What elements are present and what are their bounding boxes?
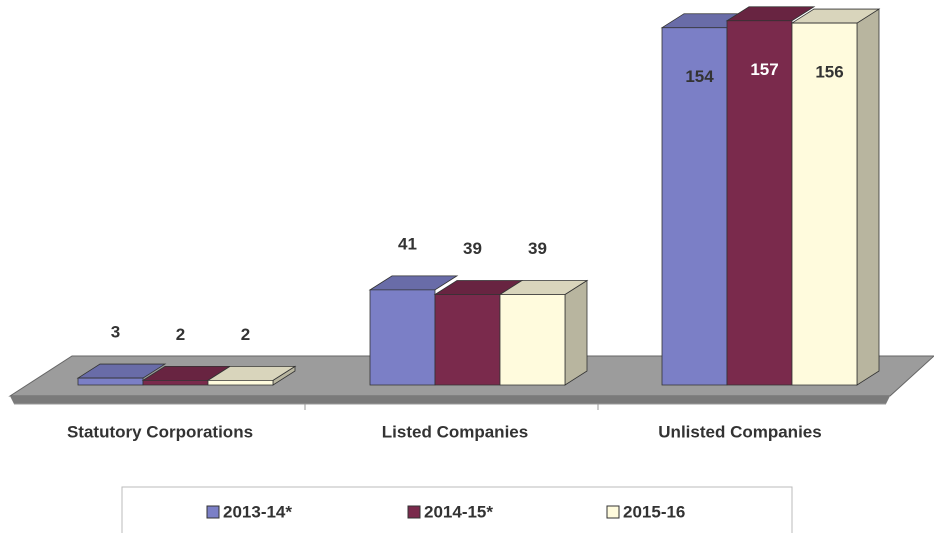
bar	[206, 365, 297, 386]
data-label: 39	[463, 239, 482, 258]
bar-front	[369, 289, 436, 386]
x-tick-label: Unlisted Companies	[658, 422, 821, 441]
legend	[121, 486, 793, 533]
bar	[725, 6, 816, 386]
bar-front	[142, 379, 209, 386]
bar-front	[77, 377, 144, 386]
data-label: 3	[111, 323, 120, 342]
bar-front	[791, 22, 858, 386]
legend-label: 2015-16	[623, 502, 685, 521]
x-tick-label: Statutory Corporations	[67, 422, 253, 441]
legend-label: 2013-14*	[223, 502, 292, 521]
bar-side	[564, 279, 588, 386]
bar	[368, 275, 459, 386]
legend-swatch	[407, 505, 421, 519]
bar-front	[726, 20, 793, 386]
data-label: 154	[685, 67, 714, 86]
data-label: 39	[528, 239, 547, 258]
bar-side	[856, 8, 880, 386]
data-label: 41	[398, 234, 417, 253]
legend-swatch	[606, 505, 620, 519]
data-label: 156	[815, 63, 843, 82]
bar-front	[499, 294, 566, 386]
bar	[790, 8, 881, 386]
bar	[141, 365, 232, 386]
legend-label: 2014-15*	[424, 502, 493, 521]
data-label: 2	[176, 325, 185, 344]
data-label: 2	[241, 325, 250, 344]
bar-front	[207, 379, 274, 386]
bar-front	[434, 294, 501, 386]
x-tick-label: Listed Companies	[382, 422, 528, 441]
floor-edge	[10, 396, 890, 404]
data-label: 157	[750, 60, 778, 79]
bar	[433, 280, 524, 386]
bar-top	[368, 275, 459, 291]
bar	[498, 279, 589, 386]
bar	[76, 363, 167, 386]
legend-swatch	[206, 505, 220, 519]
